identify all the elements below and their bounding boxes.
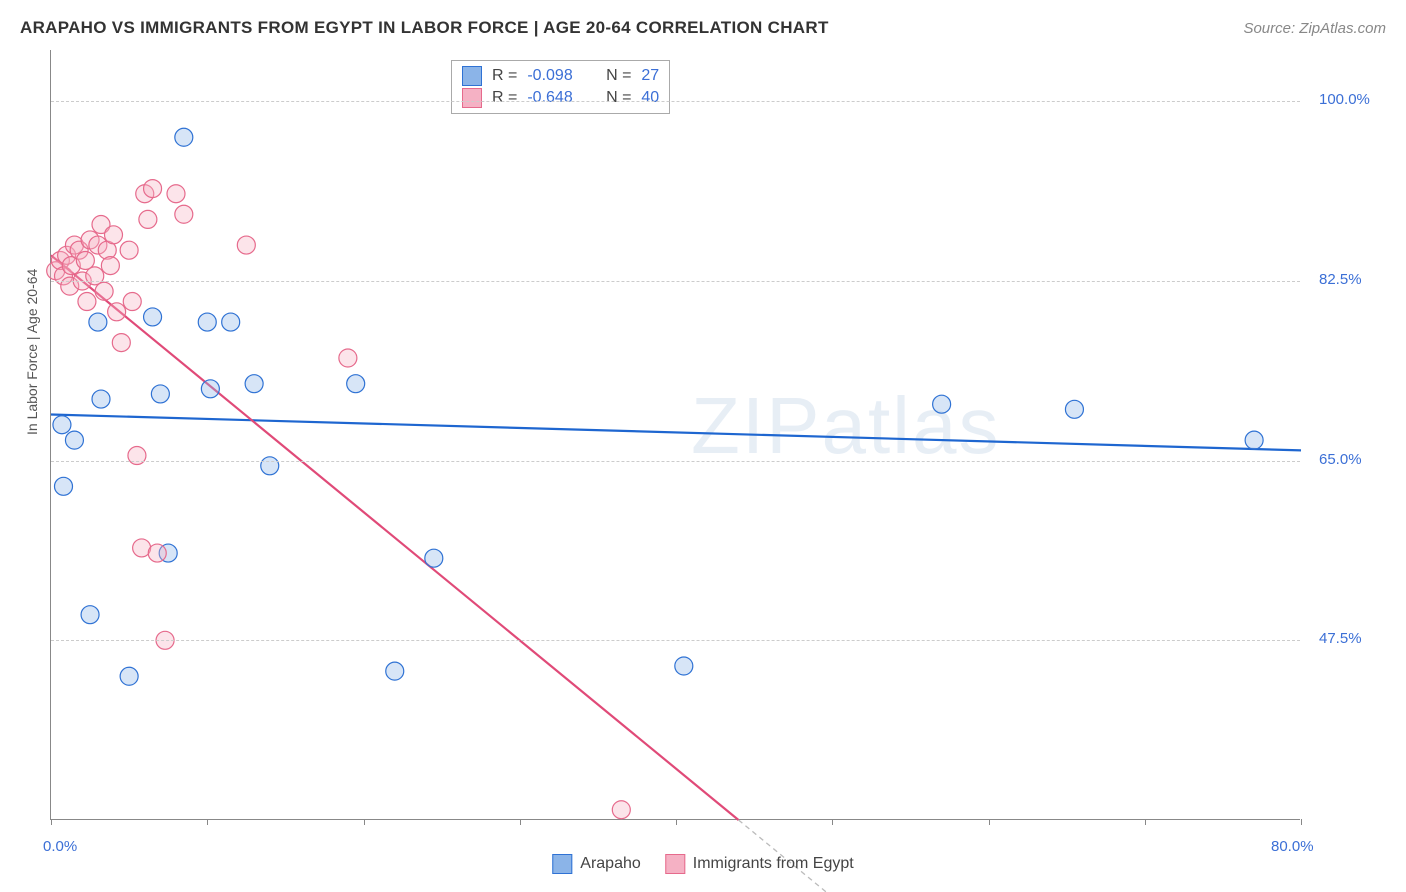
gridline: [51, 461, 1300, 462]
x-tick: [832, 819, 833, 825]
legend-swatch: [552, 854, 572, 874]
data-point: [120, 667, 138, 685]
source-attribution: Source: ZipAtlas.com: [1243, 20, 1386, 37]
x-tick: [51, 819, 52, 825]
data-point: [92, 390, 110, 408]
data-point: [89, 313, 107, 331]
data-point: [65, 431, 83, 449]
x-tick: [1145, 819, 1146, 825]
legend-item: Immigrants from Egypt: [665, 854, 854, 874]
gridline: [51, 101, 1300, 102]
trend-line: [51, 255, 739, 820]
stats-n-label: N =: [606, 67, 631, 85]
stats-r-label: R =: [492, 89, 517, 107]
stats-n-label: N =: [606, 89, 631, 107]
data-point: [675, 657, 693, 675]
data-point: [612, 801, 630, 819]
legend-swatch: [462, 88, 482, 108]
x-tick: [207, 819, 208, 825]
legend-swatch: [665, 854, 685, 874]
x-tick: [676, 819, 677, 825]
stats-legend-row: R = -0.098 N = 27: [462, 65, 659, 87]
x-tick-label: 80.0%: [1271, 838, 1314, 855]
y-tick-label: 100.0%: [1319, 91, 1370, 108]
stats-r-label: R =: [492, 67, 517, 85]
data-point: [144, 308, 162, 326]
stats-r-value: -0.098: [527, 67, 572, 85]
stats-legend: R = -0.098 N = 27R = -0.648 N = 40: [451, 60, 670, 114]
data-point: [139, 210, 157, 228]
data-point: [175, 128, 193, 146]
chart-svg: [51, 50, 1300, 819]
data-point: [78, 293, 96, 311]
data-point: [151, 385, 169, 403]
y-tick-label: 47.5%: [1319, 630, 1362, 647]
data-point: [237, 236, 255, 254]
legend-swatch: [462, 66, 482, 86]
gridline: [51, 281, 1300, 282]
bottom-legend: Arapaho Immigrants from Egypt: [552, 854, 853, 874]
legend-label: Immigrants from Egypt: [693, 855, 854, 873]
stats-n-value: 27: [641, 67, 659, 85]
data-point: [76, 251, 94, 269]
chart-title: ARAPAHO VS IMMIGRANTS FROM EGYPT IN LABO…: [20, 18, 829, 38]
data-point: [198, 313, 216, 331]
data-point: [425, 549, 443, 567]
data-point: [105, 226, 123, 244]
data-point: [201, 380, 219, 398]
plot-area: ZIPatlas R = -0.098 N = 27R = -0.648 N =…: [50, 50, 1300, 820]
data-point: [112, 334, 130, 352]
x-tick: [1301, 819, 1302, 825]
y-axis-label: In Labor Force | Age 20-64: [24, 269, 40, 435]
gridline: [51, 640, 1300, 641]
data-point: [81, 606, 99, 624]
data-point: [128, 447, 146, 465]
header: ARAPAHO VS IMMIGRANTS FROM EGYPT IN LABO…: [20, 18, 1386, 38]
data-point: [347, 375, 365, 393]
data-point: [101, 257, 119, 275]
data-point: [120, 241, 138, 259]
x-tick: [364, 819, 365, 825]
legend-label: Arapaho: [580, 855, 641, 873]
stats-legend-row: R = -0.648 N = 40: [462, 87, 659, 109]
data-point: [386, 662, 404, 680]
data-point: [245, 375, 263, 393]
data-point: [148, 544, 166, 562]
y-tick-label: 65.0%: [1319, 451, 1362, 468]
data-point: [86, 267, 104, 285]
data-point: [167, 185, 185, 203]
data-point: [339, 349, 357, 367]
data-point: [933, 395, 951, 413]
stats-n-value: 40: [641, 89, 659, 107]
x-tick-label: 0.0%: [43, 838, 77, 855]
data-point: [53, 416, 71, 434]
data-point: [108, 303, 126, 321]
data-point: [55, 477, 73, 495]
x-tick: [989, 819, 990, 825]
stats-r-value: -0.648: [527, 89, 572, 107]
data-point: [123, 293, 141, 311]
trend-line: [51, 414, 1301, 450]
data-point: [144, 180, 162, 198]
data-point: [1065, 400, 1083, 418]
data-point: [1245, 431, 1263, 449]
data-point: [175, 205, 193, 223]
y-tick-label: 82.5%: [1319, 271, 1362, 288]
data-point: [222, 313, 240, 331]
x-tick: [520, 819, 521, 825]
data-point: [95, 282, 113, 300]
legend-item: Arapaho: [552, 854, 641, 874]
data-point: [261, 457, 279, 475]
